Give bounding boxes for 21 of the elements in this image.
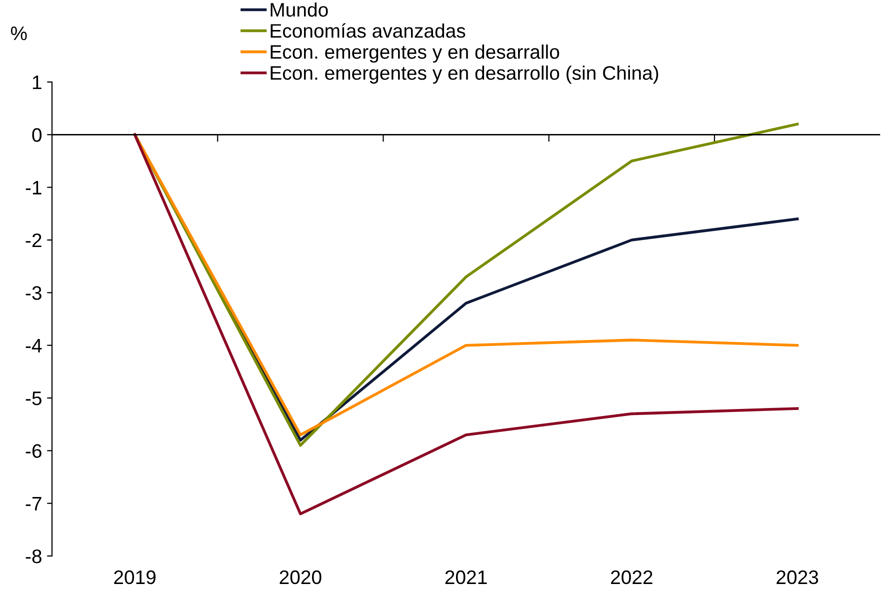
y-tick-label: -8 bbox=[26, 549, 42, 564]
x-tick-label: 2023 bbox=[776, 570, 818, 584]
line-series bbox=[133, 133, 799, 516]
legend-label: Econ. emergentes y en desarrollo (sin China) bbox=[270, 66, 658, 84]
legend-label: Economías avanzadas bbox=[270, 23, 466, 38]
y-tick-label: -2 bbox=[26, 233, 42, 248]
x-tick-label: 2022 bbox=[611, 570, 652, 584]
y-tick-label: -3 bbox=[26, 286, 42, 300]
y-tick-label: 0 bbox=[32, 128, 42, 142]
y-tick-label: -1 bbox=[26, 181, 42, 194]
y-axis-title: % bbox=[10, 26, 27, 40]
y-tick-label: -7 bbox=[26, 497, 42, 510]
x-tick-label: 2019 bbox=[114, 570, 156, 584]
y-tick-label: -5 bbox=[26, 392, 42, 406]
y-tick-label: -4 bbox=[26, 339, 42, 352]
legend-label: Econ. emergentes y en desarrallo bbox=[270, 44, 560, 63]
x-tick-label: 2021 bbox=[445, 570, 487, 584]
legend-label: Mundo bbox=[270, 2, 328, 17]
y-tick-label: -6 bbox=[26, 444, 42, 458]
x-tick-label: 2020 bbox=[280, 570, 322, 584]
y-tick-label: 1 bbox=[32, 76, 42, 90]
